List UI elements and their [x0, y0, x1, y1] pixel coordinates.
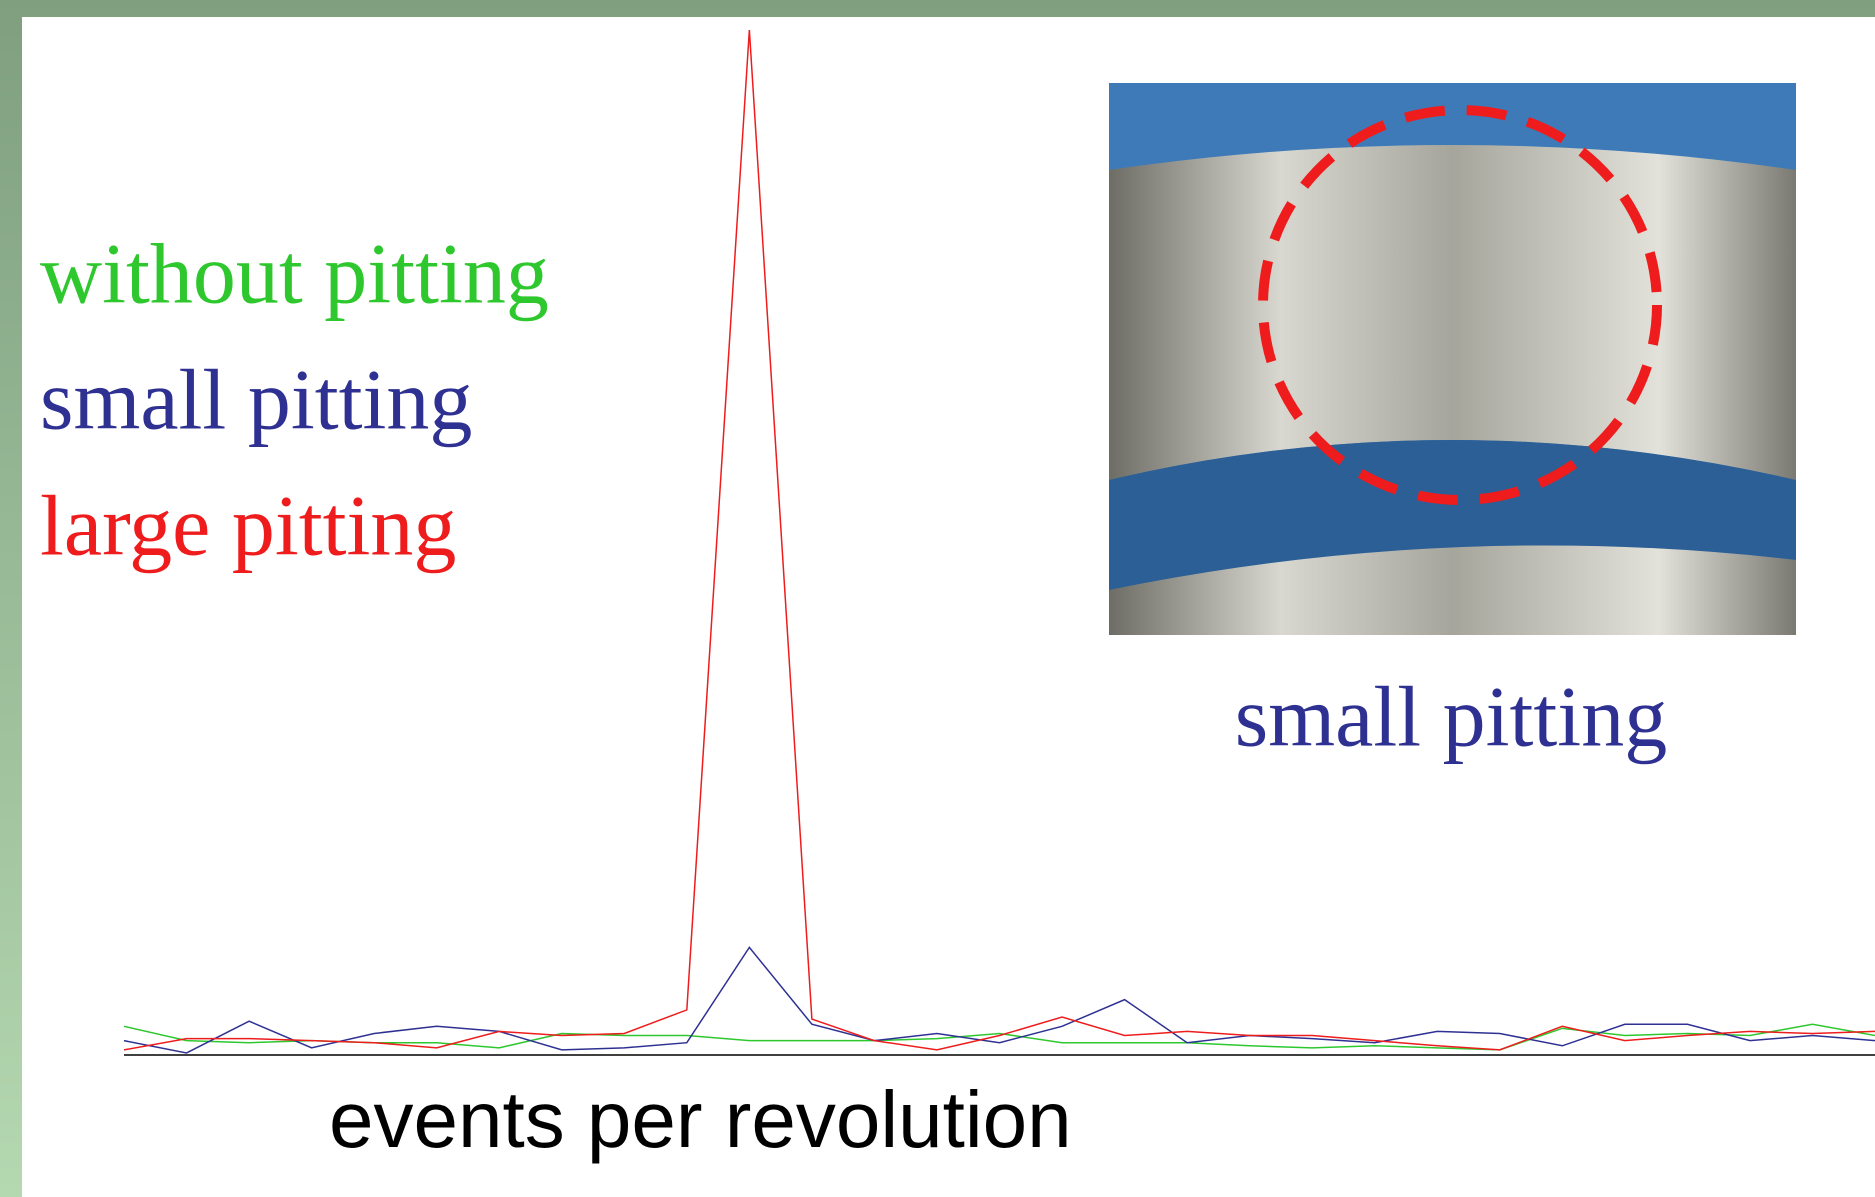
legend-entry: small pitting	[40, 352, 472, 448]
photo	[1109, 83, 1796, 635]
inset-caption: small pitting	[1235, 669, 1667, 765]
legend-entry: large pitting	[40, 478, 456, 574]
chart: small pitting events per revolution with…	[0, 0, 1875, 1197]
legend-entry: without pitting	[40, 226, 549, 322]
x-axis-label: events per revolution	[329, 1075, 1072, 1164]
page: small pitting events per revolution with…	[0, 0, 1875, 1197]
